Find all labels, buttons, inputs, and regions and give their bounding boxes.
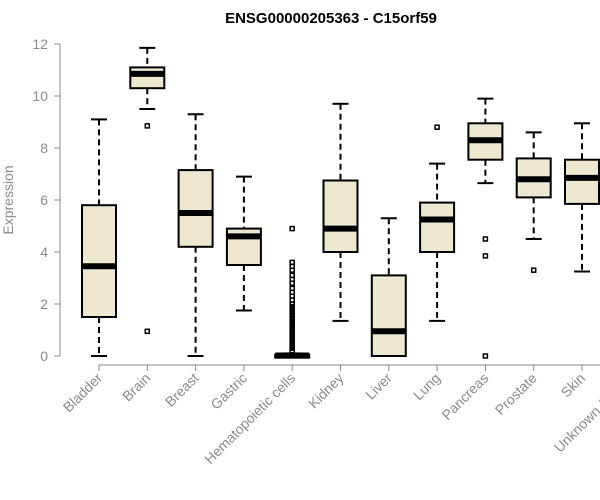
outlier-point [530,267,537,273]
outlier-point [289,267,295,273]
outlier-point [289,348,295,354]
outlier-point [434,124,440,130]
y-tick-label: 12 [32,36,48,52]
boxes [81,46,600,359]
y-axis-label: Expression [0,165,16,234]
chart-title: ENSG00000205363 - C15orf59 [225,10,437,27]
box-group-pancreas [467,97,504,359]
x-tick-label: Prostate [492,370,540,418]
box-group-prostate [515,131,552,273]
y-tick-label: 0 [40,348,48,364]
outlier-point [482,353,489,359]
y-tick-label: 10 [32,88,48,104]
box-group-hematopoietic-cells [274,225,311,359]
x-tick-label: Liver [362,370,395,403]
y-tick-label: 4 [40,244,48,260]
outlier-point [289,280,295,286]
box [129,66,166,90]
box [81,204,117,318]
box [177,169,214,248]
x-tick-label: Skin [558,370,589,401]
x-tick-label: Bladder [60,370,106,416]
outlier-point [482,236,489,242]
y-tick-label: 6 [40,192,48,208]
y-tick-label: 2 [40,296,48,312]
x-tick-label: Kidney [305,370,347,412]
x-tick-label: Lung [410,370,443,403]
outlier-point [482,253,489,259]
box [370,274,407,357]
box-group-gastric [225,175,262,312]
outlier-point [289,225,295,232]
box-group-bladder [81,118,117,357]
x-tick-label: Gastric [207,370,250,413]
box-group-brain [129,46,166,335]
x-tick-label: Hematopoietic cells [201,370,298,467]
box-group-lung [419,124,456,322]
box-group-breast [177,113,214,357]
y-tick-label: 8 [40,140,48,156]
box-group-liver [370,217,407,357]
y-axis: 0 2 4 6 8 10 12 [32,36,61,364]
box [419,201,456,254]
x-tick-label: Breast [162,370,202,410]
box-group-kidney [322,102,359,322]
box [322,179,359,253]
x-tick-label: Pancreas [438,370,491,423]
box [564,158,600,205]
x-tick-label: Brain [119,370,153,404]
outlier-point [144,328,151,335]
outlier-point [144,123,151,129]
box-group-skin [564,122,600,273]
